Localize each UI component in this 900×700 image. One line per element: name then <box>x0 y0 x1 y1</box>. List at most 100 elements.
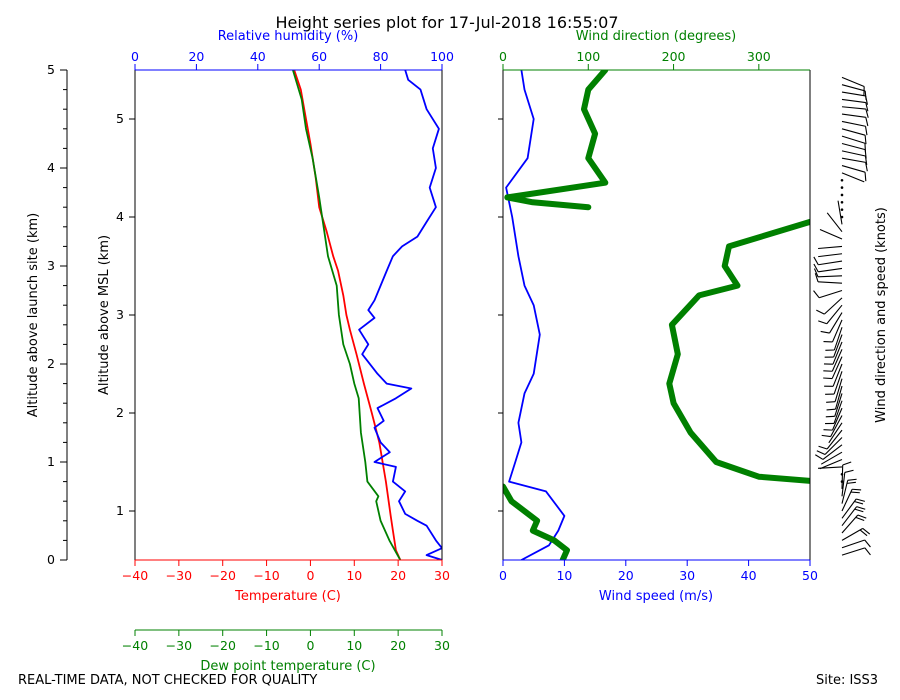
wind-speed-axis-label: Wind speed (m/s) <box>599 589 713 604</box>
wind-barb-shaft <box>831 407 843 431</box>
msl-altitude-tick-label: 2 <box>116 405 124 420</box>
wind-barb-feather <box>856 498 866 502</box>
wind-barb-shaft <box>841 547 866 556</box>
calm-wind-dot <box>840 472 844 476</box>
wind-direction-line <box>504 70 609 211</box>
dewpoint-tick-label: 30 <box>434 638 450 653</box>
dewpoint-line <box>291 70 402 560</box>
wind-barb-feather <box>846 481 856 484</box>
rh-axis-label: Relative humidity (%) <box>218 29 359 44</box>
wind-barb-shaft <box>828 422 843 444</box>
wind-barb-feather <box>859 529 868 537</box>
wind-barb-feather <box>842 461 852 466</box>
wind-barb-feather <box>864 143 867 153</box>
wind-barb-feather <box>818 320 827 325</box>
wind-barb-feather <box>818 445 828 450</box>
wind-barb-axis-label: Wind direction and speed (knots) <box>874 207 889 423</box>
wind-barb-feather <box>823 377 833 380</box>
wind-barb-feather <box>815 454 824 460</box>
wind-barb-shaft <box>818 281 843 284</box>
wind-barb-shaft <box>841 113 866 118</box>
dewpoint-tick-label: −30 <box>166 638 192 653</box>
msl-altitude-tick-label: 1 <box>116 503 124 518</box>
wind-speed-tick-label: 50 <box>802 568 818 583</box>
wind-barb-feather <box>847 478 857 481</box>
launch-altitude-tick-label: 0 <box>47 552 55 567</box>
launch-altitude-tick-label: 5 <box>47 62 55 77</box>
msl-altitude-tick-label: 5 <box>116 111 124 126</box>
wind-barb-shaft <box>818 260 843 266</box>
temperature-tick-label: 0 <box>306 568 314 583</box>
wind-barb-shaft <box>841 480 849 504</box>
wind-series <box>503 70 810 560</box>
calm-wind-dot <box>840 201 844 204</box>
wind-barb-shaft <box>841 489 853 512</box>
wind-barb-feather <box>864 126 868 136</box>
wind-barb-feather <box>844 469 854 473</box>
dewpoint-tick-label: −10 <box>253 638 279 653</box>
dewpoint-tick-label: −20 <box>210 638 236 653</box>
wind-barb-shaft <box>833 371 843 395</box>
wind-barb-shaft <box>826 304 843 325</box>
wind-barb-feather <box>865 117 869 127</box>
wind-barb-shaft <box>822 444 843 460</box>
wind-barb-shaft <box>841 172 865 183</box>
wind-barb-feather <box>814 273 819 283</box>
wind-barb-shaft <box>820 451 843 465</box>
launch-altitude-tick-label: 1 <box>47 454 55 469</box>
wind-direction-tick-label: 300 <box>747 49 771 64</box>
calm-wind-dot <box>840 208 844 211</box>
wind-barb-shaft <box>841 527 864 541</box>
wind-barb-feather <box>850 491 860 494</box>
wind-barb-feather <box>864 547 871 556</box>
thermo-series <box>291 70 442 560</box>
wind-barb-shaft <box>818 253 843 258</box>
wind-barb-shaft <box>819 228 843 240</box>
wind-barb-shaft <box>841 165 866 173</box>
wind-barb-shaft <box>841 472 846 497</box>
wind-barb-shaft <box>841 135 866 144</box>
wind-barb-shaft <box>818 267 843 273</box>
wind-barb-feather <box>854 508 864 513</box>
wind-barb-shaft <box>837 200 843 225</box>
rh-line <box>358 70 442 560</box>
calm-wind-dot <box>840 215 844 219</box>
msl-altitude-tick-label: 4 <box>116 209 124 224</box>
temperature-tick-label: −20 <box>210 568 236 583</box>
altitude-msl-axis-label: Altitude above MSL (km) <box>97 235 112 395</box>
wind-barb-shaft <box>826 212 843 233</box>
dewpoint-tick-label: 20 <box>390 638 406 653</box>
wind-barb-shaft <box>832 341 843 365</box>
rh-tick-label: 100 <box>430 49 454 64</box>
wind-barb-feather <box>826 408 836 411</box>
wind-barb-feather <box>864 172 867 182</box>
wind-barb-feather <box>854 500 864 505</box>
wind-barb-shaft <box>831 319 843 343</box>
wind-barb-shaft <box>841 98 866 104</box>
wind-barb-shaft <box>841 514 859 534</box>
wind-barb-feather <box>865 162 868 172</box>
wind-panel: 0 100 200 300 0 10 20 30 40 50 <box>498 49 818 583</box>
wind-barb-shaft <box>834 378 843 402</box>
wind-barb-shaft <box>826 429 843 450</box>
wind-barb-shaft <box>841 157 866 163</box>
wind-barb-shaft <box>841 464 844 489</box>
wind-barb-shaft <box>819 459 843 470</box>
wind-barb-feather <box>864 135 867 145</box>
wind-barb-feather <box>826 401 836 403</box>
wind-barb-shaft <box>841 120 866 127</box>
launch-altitude-tick-label: 3 <box>47 258 55 273</box>
dewpoint-axis-label: Dew point temperature (C) <box>200 659 375 674</box>
wind-direction-line <box>666 218 810 484</box>
wind-barb-feather <box>816 450 826 455</box>
wind-speed-line <box>505 70 566 560</box>
wind-barb-shaft <box>841 539 865 549</box>
dewpoint-tick-label: 10 <box>346 638 362 653</box>
wind-barb-shaft <box>841 150 866 157</box>
wind-barb-feather <box>816 309 825 315</box>
rh-tick-label: 80 <box>373 49 389 64</box>
wind-barb-shaft <box>841 128 866 136</box>
wind-barb-feather <box>813 290 820 299</box>
wind-barb-shaft <box>824 437 843 455</box>
thermo-panel: 0 20 40 60 80 100−40 −30 −20 −10 0 10 20 30−40 −30 −20… <box>122 49 454 653</box>
